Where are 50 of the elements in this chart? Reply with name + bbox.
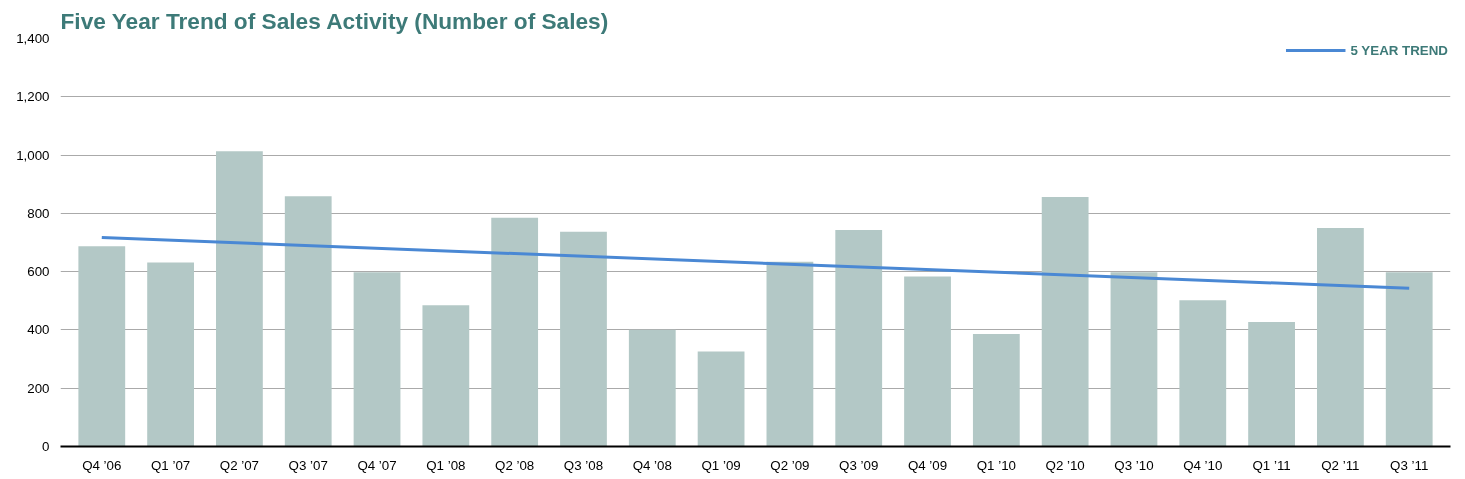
bar [1317,227,1364,447]
x-tick-label: Q4 ’10 [1183,457,1223,473]
x-tick-label: Q2 ’07 [219,457,260,473]
x-tick-label: Q2 ’08 [495,457,535,473]
x-tick-label: Q2 ’09 [770,457,810,473]
bar [1041,197,1089,447]
x-tick-label: Q1 ’07 [150,457,191,473]
x-tick-label: Q4 ’07 [357,457,397,473]
bar [1248,322,1295,447]
bar [78,246,126,447]
bar [1385,272,1433,447]
bar [628,329,676,447]
x-tick-label: Q3 ’11 [1390,457,1429,473]
y-tick-label: 1,000 [16,147,50,163]
x-tick-label: Q1 ’10 [976,457,1016,473]
x-tick-label: Q3 ’07 [288,457,328,473]
bar [697,351,745,447]
x-tick-label: Q3 ’10 [1114,457,1154,473]
y-tick-label: 1,200 [16,89,50,105]
bar [972,334,1020,447]
y-tick-label: 0 [42,439,50,454]
y-tick-label: 200 [27,380,50,396]
bar [147,262,194,447]
bar [216,151,263,447]
x-tick-label: Q1 ’08 [426,457,466,473]
x-tick-label: Q4 ’09 [907,457,948,473]
x-tick-label: Q4 ’08 [632,457,672,473]
bar [560,231,607,447]
x-tick-label: Q1 ’11 [1252,457,1291,473]
x-tick-label: Q4 ’06 [82,457,122,473]
y-tick-label: 800 [27,205,50,221]
y-tick-label: 600 [27,264,50,280]
y-tick-label: 400 [27,322,50,338]
bar [284,196,332,447]
bar [1110,272,1158,447]
x-tick-label: Q3 ’08 [563,457,604,473]
bar [766,261,814,447]
bar [835,229,883,447]
bar [904,276,951,447]
bar [422,305,470,447]
x-tick-label: Q2 ’11 [1321,457,1360,473]
y-tick-label: 1,400 [16,31,50,46]
bar [491,217,539,447]
bar [353,272,401,447]
x-tick-label: Q2 ’10 [1045,457,1085,473]
legend-label: 5 YEAR TREND [1350,42,1448,58]
x-tick-label: Q3 ’09 [839,457,879,473]
x-tick-label: Q1 ’09 [701,457,741,473]
bar [1179,300,1227,447]
chart-title: Five Year Trend of Sales Activity (Number of Sales) [60,7,609,34]
